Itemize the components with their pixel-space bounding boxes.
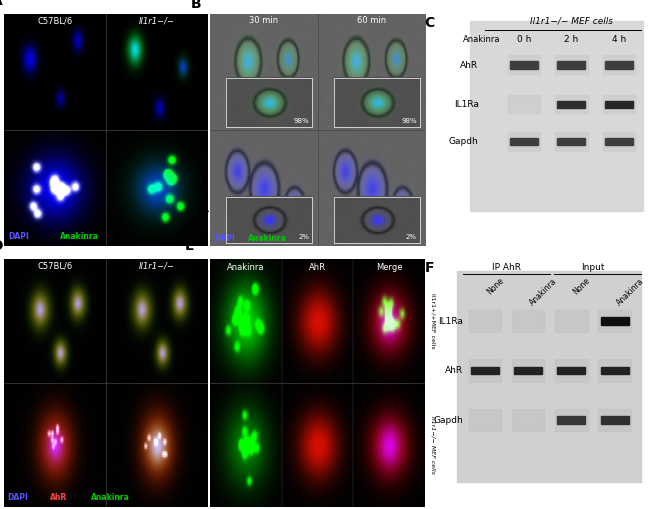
Bar (512, 409, 545, 431)
Text: Il1r1−/−: Il1r1−/− (139, 16, 175, 25)
Text: Il1r1+/+MEF cells: Il1r1+/+MEF cells (431, 293, 436, 349)
Text: 30 min: 30 min (249, 16, 278, 25)
Bar (469, 409, 501, 431)
Bar (555, 132, 588, 151)
Text: Anakinra: Anakinra (528, 276, 559, 307)
Text: Il1r1−/−: Il1r1−/− (139, 262, 175, 270)
Text: C57BL/6: C57BL/6 (38, 262, 73, 270)
Text: None: None (571, 276, 592, 297)
Text: 2 h: 2 h (564, 35, 579, 44)
Text: DAPI: DAPI (7, 493, 28, 502)
Bar (333, 196, 420, 243)
Text: None: None (485, 276, 506, 297)
Bar (557, 101, 586, 108)
Text: Anakinra: Anakinra (91, 493, 129, 502)
Text: F: F (424, 262, 434, 275)
Text: Gapdh: Gapdh (448, 137, 478, 146)
Bar (603, 132, 635, 151)
Text: 2%: 2% (406, 234, 417, 240)
Text: IL1Ra: IL1Ra (454, 100, 478, 109)
Bar (605, 138, 633, 145)
Bar (469, 310, 501, 332)
Text: Anakinra: Anakinra (463, 35, 501, 44)
Text: Il1r1−/− MEF cells: Il1r1−/− MEF cells (530, 16, 613, 25)
Bar (605, 61, 633, 69)
Bar (599, 409, 630, 431)
Text: C57BL/6: C57BL/6 (38, 16, 73, 25)
Text: DAPI: DAPI (8, 233, 29, 241)
Text: 60 min: 60 min (357, 16, 386, 25)
Text: AhR: AhR (50, 493, 67, 502)
Bar (557, 367, 586, 374)
Bar (555, 359, 588, 382)
Bar (333, 78, 420, 127)
Bar (510, 138, 538, 145)
Bar (555, 95, 588, 114)
Bar (599, 310, 630, 332)
Text: Il1r1−/− MEF cells: Il1r1−/− MEF cells (431, 416, 436, 474)
Text: 98%: 98% (294, 118, 309, 124)
Bar (603, 55, 635, 74)
Text: 4 h: 4 h (612, 35, 626, 44)
Text: AhR: AhR (309, 263, 326, 272)
Bar (601, 416, 629, 424)
Bar (508, 132, 540, 151)
Bar (605, 101, 633, 108)
Text: A: A (0, 0, 3, 8)
Bar (555, 310, 588, 332)
Text: 0 h: 0 h (517, 35, 531, 44)
Bar (508, 95, 540, 114)
Bar (457, 271, 640, 482)
Text: Input: Input (581, 263, 604, 272)
Text: E: E (185, 239, 194, 253)
Text: B: B (191, 0, 202, 11)
Text: Anakinra: Anakinra (227, 263, 265, 272)
Bar (508, 55, 540, 74)
Bar (226, 196, 312, 243)
Text: C: C (424, 16, 435, 31)
Text: Gapdh: Gapdh (434, 416, 463, 425)
Bar (226, 78, 312, 127)
Bar (555, 55, 588, 74)
Text: Anakinra: Anakinra (248, 234, 287, 242)
Bar (557, 416, 586, 424)
Bar (599, 359, 630, 382)
Text: 98%: 98% (401, 118, 417, 124)
Text: 2%: 2% (298, 234, 309, 240)
Bar (557, 138, 586, 145)
Text: None: None (202, 62, 210, 82)
Text: Anakinra: Anakinra (615, 276, 645, 307)
Text: DAPI: DAPI (214, 234, 235, 242)
Bar (471, 367, 499, 374)
Bar (557, 61, 586, 69)
Bar (512, 310, 545, 332)
Text: Cytochalasin D: Cytochalasin D (202, 159, 210, 217)
Bar (510, 61, 538, 69)
Text: IP AhR: IP AhR (492, 263, 521, 272)
Bar (601, 317, 629, 325)
Text: Merge: Merge (376, 263, 402, 272)
Bar (603, 95, 635, 114)
Bar (470, 21, 643, 211)
Text: D: D (0, 239, 3, 253)
Text: AhR: AhR (445, 366, 463, 375)
Bar (601, 367, 629, 374)
Text: IL1Ra: IL1Ra (439, 317, 463, 325)
Bar (555, 409, 588, 431)
Bar (514, 367, 542, 374)
Bar (469, 359, 501, 382)
Bar (512, 359, 545, 382)
Text: AhR: AhR (460, 61, 478, 70)
Text: Anakinra: Anakinra (60, 233, 99, 241)
